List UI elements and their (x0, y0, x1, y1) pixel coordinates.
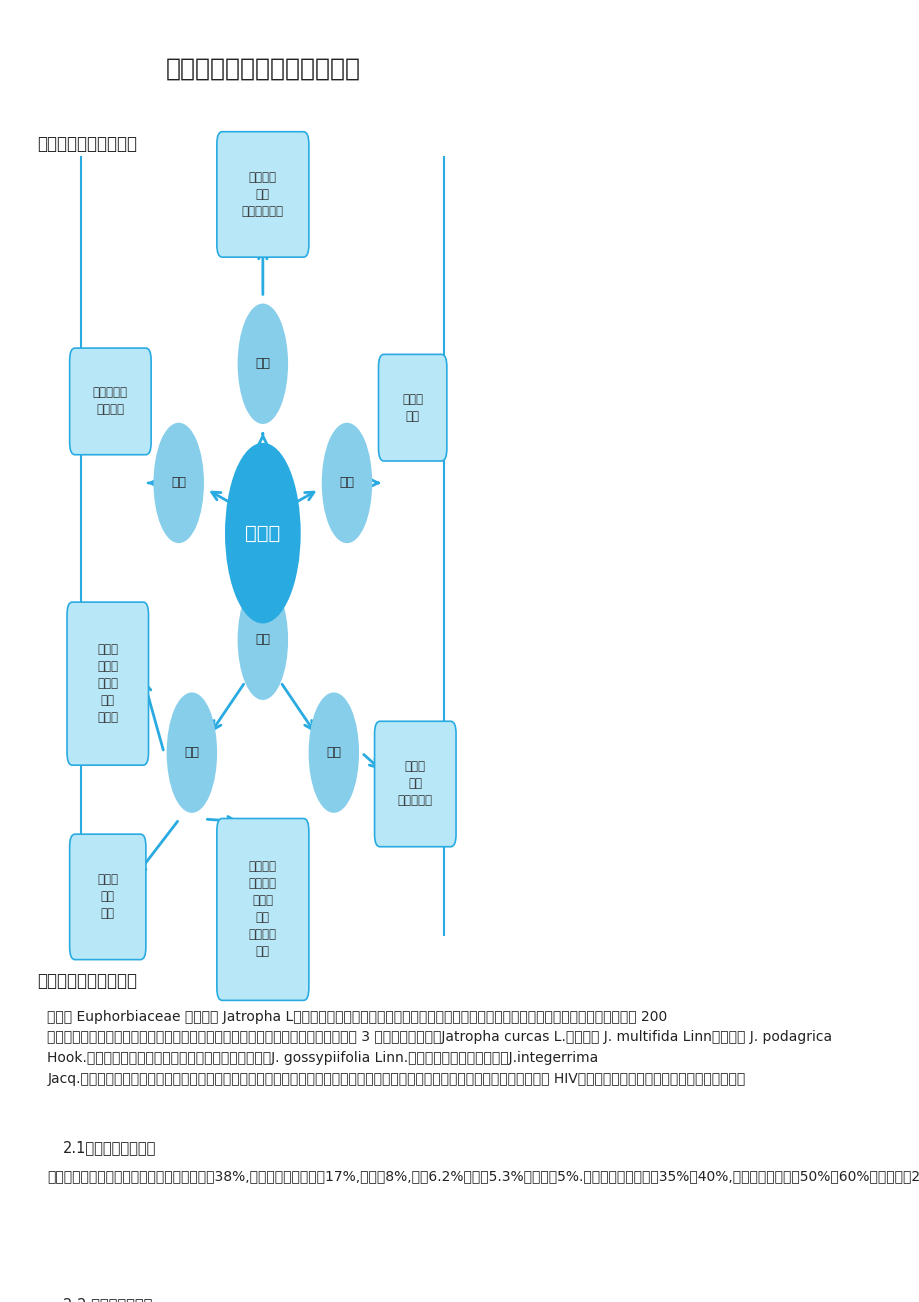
FancyBboxPatch shape (67, 602, 148, 766)
Text: 种子: 种子 (184, 746, 199, 759)
Text: 麻疯树种子的化学组成中脂类比重较大，约占38%,其余的为碳水化合物17%,蛋白质8%,水分6.2%，灰分5.3%，纤维素5%.麻疯树种子含油量为35%～40%,: 麻疯树种子的化学组成中脂类比重较大，约占38%,其余的为碳水化合物17%,蛋白质… (47, 1169, 919, 1184)
Text: 水土保持
绿化
减少温室效应: 水土保持 绿化 减少温室效应 (242, 171, 284, 217)
Text: 二．麻风树的化学组成: 二．麻风树的化学组成 (37, 971, 137, 990)
Text: 果实: 果实 (255, 633, 270, 646)
Text: 全树: 全树 (255, 357, 270, 370)
Text: 2.2 麻风树化学成分: 2.2 麻风树化学成分 (63, 1297, 153, 1302)
FancyBboxPatch shape (70, 348, 151, 454)
Text: 2.1麻风树的化学组成: 2.1麻风树的化学组成 (63, 1141, 156, 1155)
Circle shape (237, 303, 288, 424)
Text: 大戟科 Euphorbiaceae 麻疯树属 Jatropha L。植物为落叶灌木、乔木、亚灌木或具有根状茎的多年生草本植物。全世界麻疯树属植物约有 200 种: 大戟科 Euphorbiaceae 麻疯树属 Jatropha L。植物为落叶灌… (47, 1010, 832, 1086)
Text: 树皮: 树皮 (339, 477, 354, 490)
Text: 药用：
毒蛋白
凝集素
菇类
生物碱: 药用： 毒蛋白 凝集素 菇类 生物碱 (97, 643, 119, 724)
Text: 麻风树的综合利用和化学成分: 麻风树的综合利用和化学成分 (165, 57, 360, 81)
Circle shape (166, 693, 217, 812)
Text: 枝叶: 枝叶 (171, 477, 186, 490)
Text: 单宁酸
染料: 单宁酸 染料 (402, 393, 423, 423)
FancyBboxPatch shape (374, 721, 456, 846)
FancyBboxPatch shape (378, 354, 447, 461)
Text: 饼粕：
肥料
饲料: 饼粕： 肥料 饲料 (97, 874, 119, 921)
Text: 果壳: 果壳 (326, 746, 341, 759)
Text: 一．麻风树的综合利用: 一．麻风树的综合利用 (37, 135, 137, 154)
FancyBboxPatch shape (70, 835, 146, 960)
Text: 消炎抗菌药
造纸原料: 消炎抗菌药 造纸原料 (93, 387, 128, 417)
Circle shape (322, 423, 372, 543)
Circle shape (153, 423, 204, 543)
Text: 活性炭
沼气
生物质发电: 活性炭 沼气 生物质发电 (397, 760, 432, 807)
Text: 麻风树: 麻风树 (245, 523, 280, 543)
Circle shape (237, 579, 288, 700)
Circle shape (225, 443, 301, 624)
Text: 种子油：
生物柴油
润滑油
甘油
生物农药
肥皂: 种子油： 生物柴油 润滑油 甘油 生物农药 肥皂 (248, 861, 277, 958)
FancyBboxPatch shape (217, 819, 309, 1000)
FancyBboxPatch shape (217, 132, 309, 258)
Circle shape (308, 693, 358, 812)
